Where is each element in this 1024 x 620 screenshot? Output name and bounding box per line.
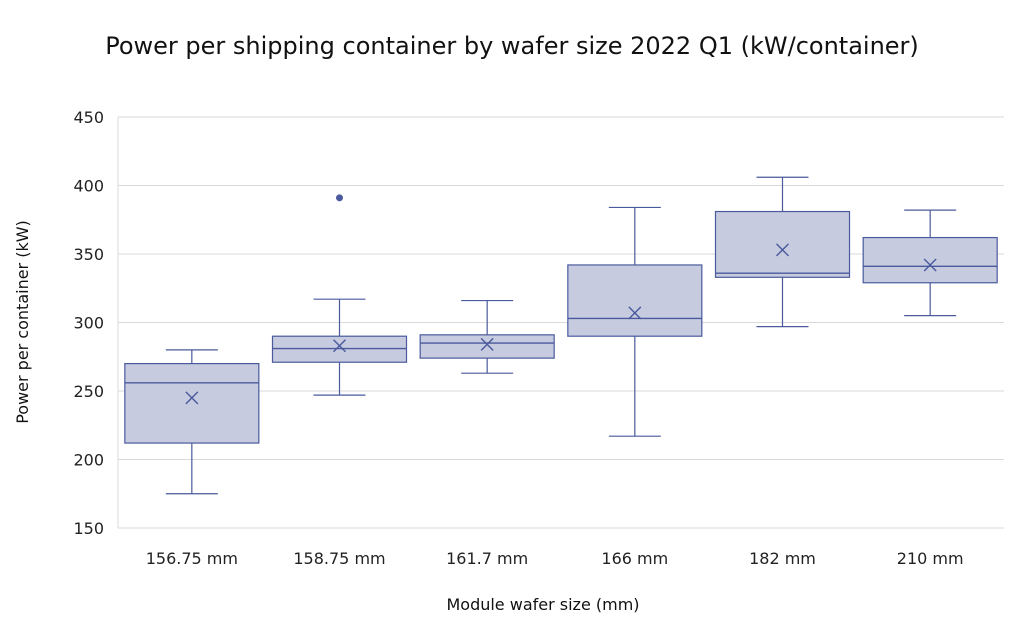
box-iqr — [567, 264, 703, 337]
y-tick-label: 150 — [73, 519, 104, 538]
box-iqr — [124, 363, 260, 444]
mean-marker — [185, 391, 199, 405]
y-tick-label: 300 — [73, 314, 104, 333]
box-iqr — [862, 236, 998, 284]
mean-marker — [776, 243, 789, 257]
y-tick-label: 350 — [73, 245, 104, 264]
x-tick-label: 210 mm — [897, 549, 964, 568]
x-tick-label: 182 mm — [749, 549, 816, 568]
box-iqr — [714, 210, 851, 278]
box-group — [714, 176, 851, 328]
gridlines — [117, 116, 1004, 529]
x-axis-ticks: 156.75 mm 158.75 mm 161.7 mm 166 mm 182 mm 21… — [146, 549, 964, 568]
y-axis-ticks: 150 200 250 300 350 400 450 — [73, 108, 104, 538]
box-group — [124, 349, 260, 495]
y-tick-label: 450 — [73, 108, 104, 127]
outlier-point — [336, 194, 343, 202]
mean-marker — [923, 258, 937, 272]
box-group — [271, 194, 408, 396]
box-iqr — [419, 334, 555, 359]
box-group — [862, 209, 998, 317]
mean-marker — [333, 339, 346, 353]
y-tick-label: 200 — [73, 451, 104, 470]
x-tick-label: 161.7 mm — [446, 549, 528, 568]
box-group — [419, 299, 555, 374]
x-tick-label: 166 mm — [601, 549, 668, 568]
box-group — [567, 206, 703, 437]
y-axis-title: Power per container (kW) — [13, 220, 32, 424]
x-axis-title: Module wafer size (mm) — [446, 595, 639, 614]
chart-title: Power per shipping container by wafer si… — [105, 32, 919, 60]
mean-marker — [480, 337, 494, 351]
x-tick-label: 156.75 mm — [146, 549, 238, 568]
y-tick-label: 250 — [73, 382, 104, 401]
mean-marker — [628, 306, 642, 320]
x-tick-label: 158.75 mm — [293, 549, 385, 568]
boxplot-series — [124, 176, 998, 495]
y-tick-label: 400 — [73, 177, 104, 196]
